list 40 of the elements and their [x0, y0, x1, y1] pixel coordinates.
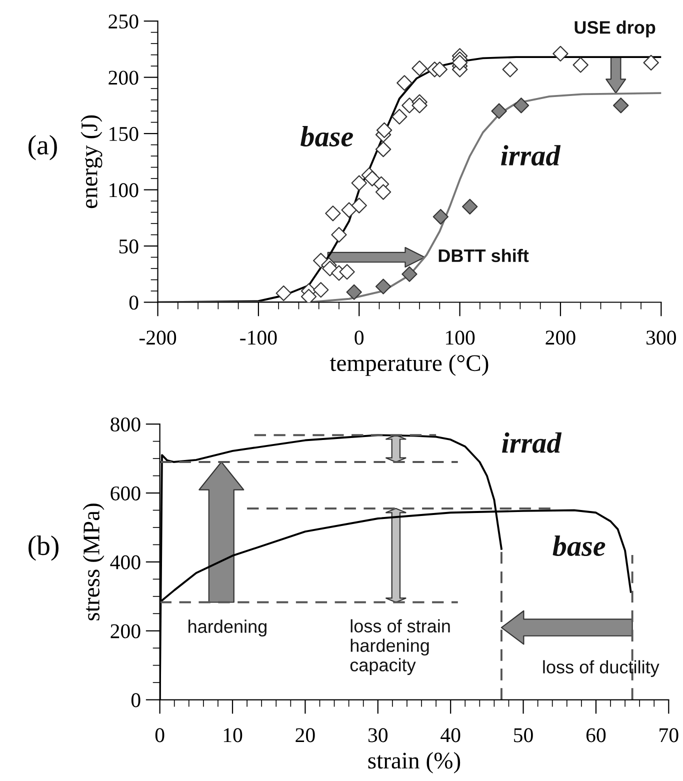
x-tick-label: 30: [368, 728, 388, 742]
x-tick-label: 10: [224, 728, 242, 742]
annotation: irrad: [501, 145, 561, 166]
annotation: irrad: [502, 432, 562, 453]
annotation: loss of ductility: [543, 660, 660, 678]
annotation: hardening: [188, 620, 266, 637]
annotation: loss of strain hardening capacity: [350, 619, 450, 675]
text: (a): [28, 135, 57, 160]
y-tick-label: 600: [110, 486, 140, 500]
x-tick-label: 200: [546, 330, 576, 345]
x-tick-label: 70: [660, 728, 678, 742]
annotation: base: [552, 535, 606, 556]
x-tick-label: -200: [139, 330, 176, 345]
y-tick-label: 50: [119, 239, 138, 254]
text: (b): [28, 536, 58, 561]
x-tick-label: 60: [586, 728, 606, 742]
y-tick-label: 200: [110, 624, 140, 638]
x-tick-label: 40: [440, 728, 460, 742]
x-tick-label: 300: [646, 330, 676, 345]
y-tick-label: 200: [108, 70, 138, 85]
y-tick-label: 400: [110, 555, 140, 570]
annotation: DBTT shift: [438, 248, 529, 262]
x-tick-label: 20: [296, 728, 315, 742]
y-tick-label: 0: [129, 296, 138, 310]
annotation: USE drop: [574, 20, 656, 38]
x-axis-title: temperature (°C): [330, 354, 488, 376]
y-tick-label: 100: [110, 183, 138, 198]
y-axis-title: energy (J): [80, 115, 102, 208]
x-tick-label: 100: [446, 330, 475, 345]
y-tick-label: 250: [108, 14, 138, 29]
y-tick-label: 150: [110, 126, 138, 141]
x-tick-label: 0: [155, 728, 164, 742]
y-tick-label: 800: [110, 417, 140, 432]
x-axis-title: strain (%): [368, 752, 460, 774]
x-tick-label: -100: [240, 330, 277, 345]
x-tick-label: 50: [514, 728, 533, 742]
y-axis-title: stress (MPa): [82, 504, 104, 620]
x-tick-label: 0: [354, 330, 364, 345]
annotation: base: [300, 126, 353, 147]
y-tick-label: 0: [131, 693, 140, 708]
